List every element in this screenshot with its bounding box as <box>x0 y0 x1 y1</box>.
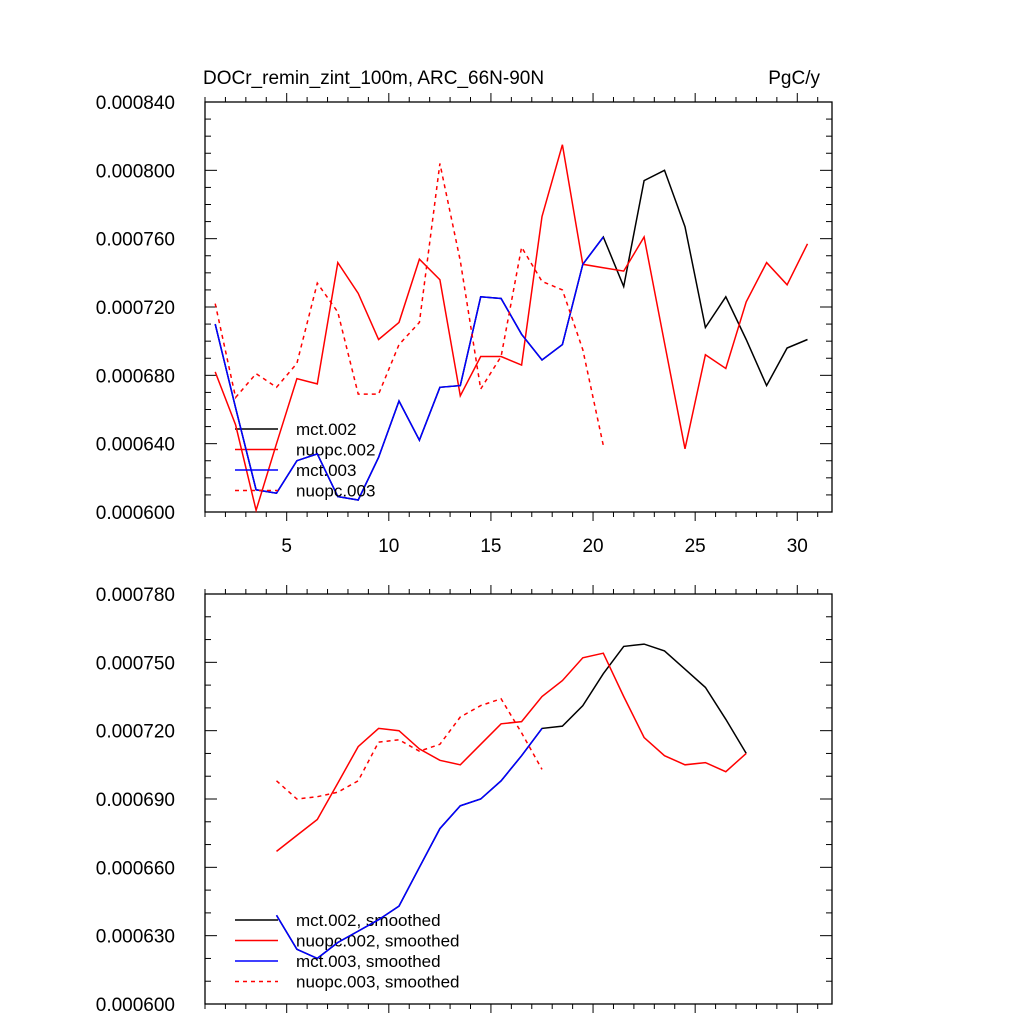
series-line-nuopc-003-smoothed <box>276 697 543 800</box>
x-tick-label: 10 <box>378 536 399 557</box>
x-tick-label: 25 <box>685 536 706 557</box>
legend-label: mct.003, smoothed <box>296 952 441 971</box>
y-tick-label: 0.000680 <box>96 366 175 387</box>
x-tick-label: 30 <box>787 536 808 557</box>
y-tick-label: 0.000690 <box>96 790 175 811</box>
legend-label: nuopc.003 <box>296 482 375 501</box>
series-line-nuopc-002 <box>214 144 809 514</box>
series-line-mct-003-smoothed <box>275 727 543 960</box>
top-panel: 5 10 15 20 25 30 0.000600 0.000640 0.000680 0.000… <box>96 93 833 557</box>
legend-label: mct.003 <box>296 461 356 480</box>
y-tick-label: 0.000640 <box>96 435 175 456</box>
y-tick-label: 0.000720 <box>96 722 175 743</box>
legend-label: mct.002, smoothed <box>296 911 441 930</box>
y-tick-label: 0.000750 <box>96 653 175 674</box>
y-tick-label: 0.000780 <box>96 585 175 606</box>
series-line-mct-003 <box>214 236 604 501</box>
series-line-nuopc-002-smoothed <box>276 652 747 852</box>
y-tick-label: 0.000600 <box>96 995 175 1016</box>
series-line-nuopc-003 <box>214 163 605 446</box>
chart-units: PgC/y <box>768 68 820 89</box>
y-tick-label: 0.000660 <box>96 858 175 879</box>
x-tick-label: 5 <box>281 536 292 557</box>
x-tick-label: 15 <box>480 536 501 557</box>
legend-label: mct.002 <box>296 420 356 439</box>
y-tick-label: 0.000800 <box>96 161 175 182</box>
y-tick-label: 0.000760 <box>96 230 175 251</box>
x-tick-label: 20 <box>582 536 603 557</box>
y-tick-label: 0.000720 <box>96 298 175 319</box>
legend-label: nuopc.002, smoothed <box>296 932 460 951</box>
y-tick-label: 0.000840 <box>96 93 175 114</box>
y-tick-label: 0.000600 <box>96 503 175 524</box>
bottom-panel: 0.000600 0.000630 0.000660 0.000690 0.000720… <box>96 585 833 1016</box>
chart-title: DOCr_remin_zint_100m, ARC_66N-90N <box>203 68 544 89</box>
y-tick-label: 0.000630 <box>96 927 175 948</box>
legend-label: nuopc.003, smoothed <box>296 973 460 992</box>
